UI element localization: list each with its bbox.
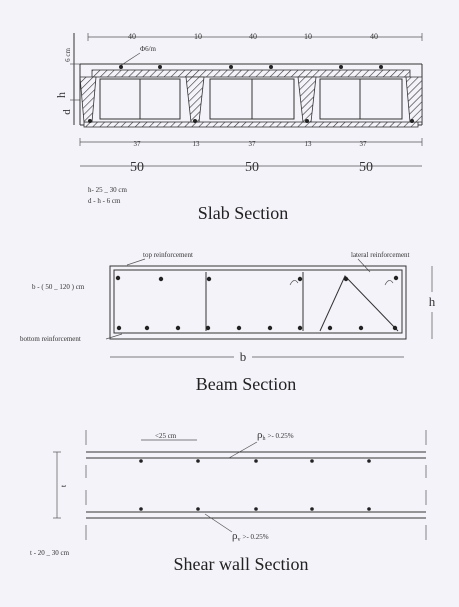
- wall-rho-top: ρh >- 0.25%: [257, 429, 294, 442]
- beam-lateral-reinforcement-label: lateral reinforcement: [351, 251, 410, 259]
- shear-wall-section: <25 cm ρh >- 0.25%: [30, 429, 427, 574]
- slab-bottom-dim-1: 37: [134, 140, 142, 148]
- slab-top-dim-2: 10: [194, 32, 202, 41]
- wall-bottom-bars: [139, 507, 371, 511]
- beam-b-label: b: [240, 349, 247, 364]
- slab-side-6cm: 6 cm: [64, 48, 72, 62]
- slab-rib-4: [405, 76, 423, 123]
- beam-bottom-reinforcement-label: bottom reinforcement: [20, 335, 81, 343]
- slab-bottom-dim-5: 37: [360, 140, 368, 148]
- wall-thickness-note: t - 20 _ 30 cm: [30, 549, 70, 557]
- beam-top-reinforcement-label: top reinforcement: [143, 251, 193, 259]
- beam-width-note: b - ( 50 _ 120 ) cm: [32, 283, 85, 291]
- beam-section: top reinforcement lateral reinforcement …: [20, 251, 436, 394]
- slab-side-d: d: [61, 109, 73, 115]
- beam-main-stirrup: [113, 269, 403, 334]
- slab-rebar-label: Φ6/m: [140, 45, 157, 53]
- wall-thickness-dimension: t: [53, 451, 68, 519]
- wall-spacing-label: <25 cm: [155, 432, 177, 440]
- slab-section: 40 10 40 10 40 Φ6/m 6 cm h d: [54, 32, 423, 223]
- slab-top-dim-4: 10: [304, 32, 312, 41]
- beam-section-title: Beam Section: [196, 374, 296, 394]
- beam-lateral-tie: [319, 275, 399, 332]
- slab-section-title: Slab Section: [198, 203, 289, 223]
- beam-height-dimension: h: [429, 266, 436, 339]
- slab-top-dimension: 40 10 40 10 40: [87, 32, 423, 41]
- slab-rib-3: [297, 76, 317, 123]
- wall-rho-bottom: ρv >- 0.25%: [232, 530, 269, 543]
- slab-ribs: [79, 76, 423, 123]
- slab-bottom-dim-3: 37: [249, 140, 257, 148]
- shear-wall-section-title: Shear wall Section: [174, 554, 309, 574]
- wall-t-side: t: [59, 484, 68, 487]
- slab-rib-1: [79, 76, 97, 123]
- beam-top-bars: [115, 275, 399, 282]
- slab-note-h: h- 25 _ 30 cm: [88, 186, 127, 194]
- slab-bottom-dim-4: 13: [305, 140, 313, 148]
- slab-body: [79, 63, 423, 128]
- slab-top-dim-3: 40: [249, 32, 257, 41]
- slab-module-dim-1: 50: [130, 160, 144, 175]
- wall-outline: [85, 430, 427, 540]
- beam-width-dimension: b: [110, 349, 404, 364]
- slab-bottom-dimension: 37 13 37 13 37 50 50 50: [79, 138, 423, 175]
- slab-top-dim-1: 40: [128, 32, 136, 41]
- slab-note-d: d - h - 6 cm: [88, 197, 121, 205]
- beam-h-label: h: [429, 294, 436, 309]
- slab-side-dimension: 6 cm h d: [54, 33, 80, 125]
- slab-module-dim-3: 50: [359, 160, 373, 175]
- slab-bottom-bars: [88, 119, 414, 123]
- slab-side-h: h: [54, 92, 68, 98]
- slab-bottom-dim-2: 13: [193, 140, 201, 148]
- slab-module-dim-2: 50: [245, 160, 259, 175]
- slab-top-dim-5: 40: [370, 32, 378, 41]
- wall-top-bars: [139, 459, 371, 463]
- beam-bottom-bars: [116, 325, 398, 331]
- slab-top-bars: [119, 65, 383, 69]
- slab-rib-2: [185, 76, 205, 123]
- beam-outline: [109, 265, 407, 340]
- slab-hollow-blocks: [99, 78, 403, 120]
